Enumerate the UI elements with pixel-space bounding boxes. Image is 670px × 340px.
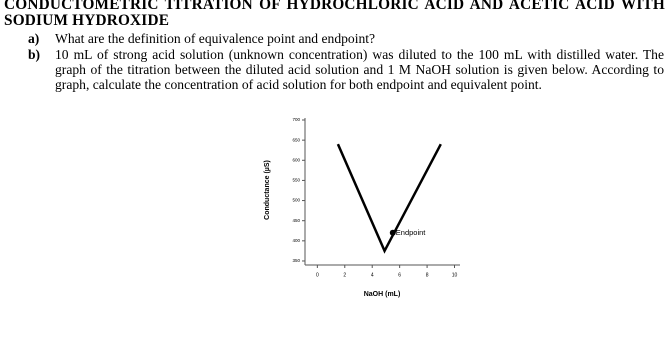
x-tick-label: 6 (398, 272, 401, 278)
y-tick-label: 350 (292, 258, 300, 263)
question: b) 10 mL of strong acid solution (unknown… (28, 47, 664, 92)
x-tick-label: 2 (343, 272, 346, 278)
y-tick-label: 450 (292, 218, 300, 223)
question: a) What are the definition of equivalence… (28, 31, 664, 46)
x-tick-label: 0 (316, 272, 319, 278)
question-text: 10 mL of strong acid solution (unknown c… (55, 47, 664, 92)
question-label: a) (28, 31, 40, 46)
data-line (336, 143, 442, 254)
y-tick-label: 400 (292, 238, 300, 243)
x-axis-label: NaOH (mL) (364, 291, 401, 298)
x-tick-label: 10 (452, 272, 458, 278)
y-tick-label: 600 (292, 157, 300, 162)
title: CONDUCTOMETRIC TITRATION OF HYDROCHLORIC… (4, 0, 665, 29)
y-tick-label: 500 (292, 198, 300, 203)
endpoint-marker (389, 229, 396, 236)
questions: a) What are the definition of equivalence… (28, 31, 664, 93)
x-tick-label: 4 (371, 272, 374, 278)
y-tick-label: 550 (292, 178, 300, 183)
question-text: What are the definition of equivalence p… (55, 31, 376, 46)
y-axis-label: Conductance (µS) (264, 160, 271, 220)
chart: Conductance (µS) NaOH (mL) 350 400 450 500 5… (264, 117, 460, 298)
x-tick-label: 8 (426, 272, 429, 278)
question-label: b) (28, 47, 41, 62)
y-tick-label: 650 (292, 137, 300, 142)
annotation: Endpoint (396, 228, 427, 237)
y-tick-label: 700 (292, 117, 300, 122)
